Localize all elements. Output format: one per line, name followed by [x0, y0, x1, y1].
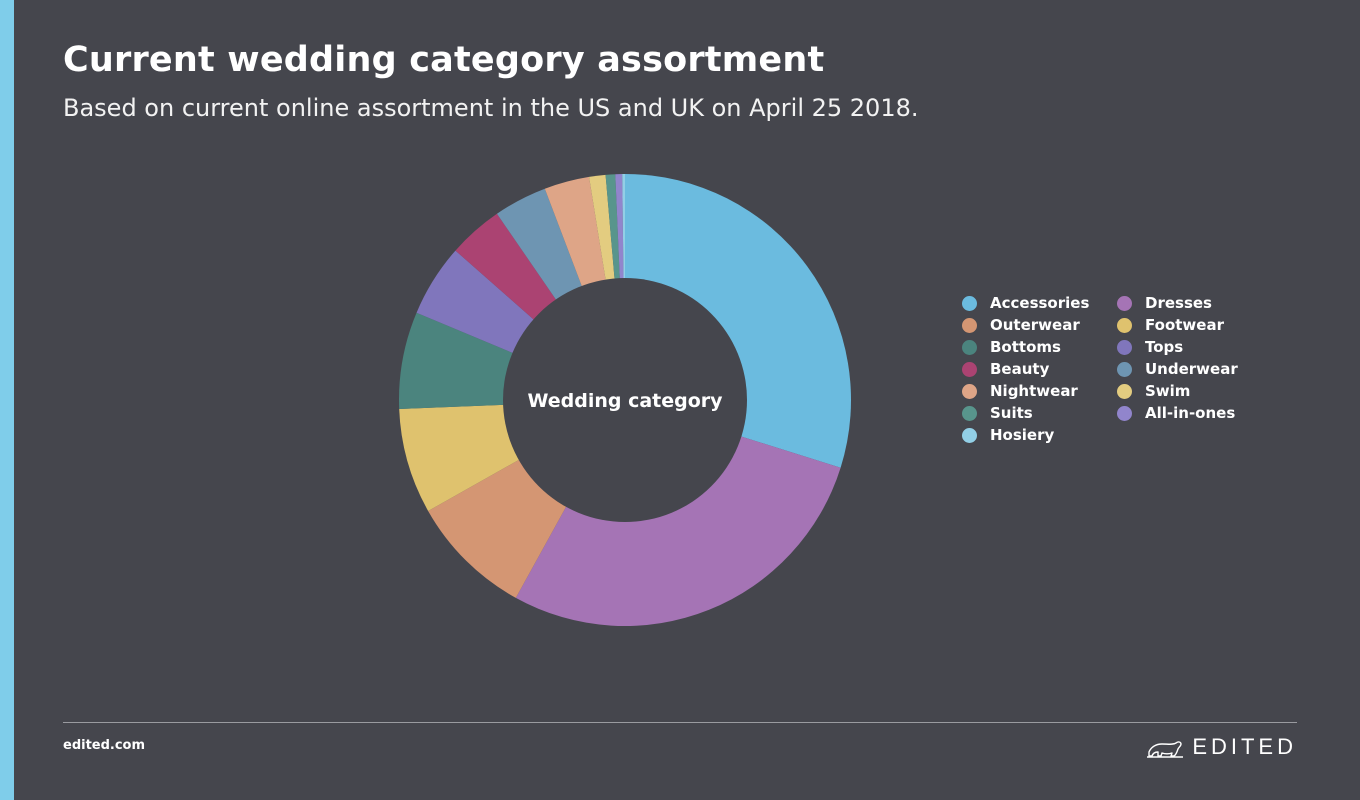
legend-swatch — [1117, 339, 1132, 355]
legend-label: Nightwear — [990, 382, 1078, 400]
legend-item-swim: Swim — [1117, 380, 1190, 402]
legend-item-beauty: Beauty — [962, 358, 1049, 380]
legend-item-accessories: Accessories — [962, 292, 1089, 314]
page-subtitle: Based on current online assortment in th… — [63, 94, 919, 122]
donut-center-label: Wedding category — [527, 390, 723, 412]
donut-chart: Wedding category — [398, 174, 852, 626]
legend-item-hosiery: Hosiery — [962, 424, 1054, 446]
legend-item-all-in-ones: All-in-ones — [1117, 402, 1235, 424]
legend-item-dresses: Dresses — [1117, 292, 1212, 314]
legend-label: Bottoms — [990, 338, 1061, 356]
legend-label: Outerwear — [990, 316, 1080, 334]
legend-swatch — [962, 339, 977, 355]
legend-item-tops: Tops — [1117, 336, 1183, 358]
legend-label: Beauty — [990, 360, 1050, 378]
legend-label: All-in-ones — [1145, 404, 1236, 422]
legend-swatch — [962, 361, 977, 377]
page-title: Current wedding category assortment — [63, 40, 825, 80]
legend-swatch — [1117, 383, 1132, 399]
footer-url: edited.com — [63, 738, 146, 753]
legend-label: Accessories — [990, 294, 1090, 312]
legend-item-footwear: Footwear — [1117, 314, 1224, 336]
legend-item-nightwear: Nightwear — [962, 380, 1078, 402]
legend-swatch — [1117, 405, 1132, 421]
legend-item-outerwear: Outerwear — [962, 314, 1080, 336]
footer-divider — [63, 722, 1297, 723]
legend-swatch — [962, 427, 977, 443]
legend-label: Swim — [1145, 382, 1191, 400]
legend-swatch — [962, 405, 977, 421]
polar-bear-icon — [1147, 741, 1184, 758]
legend-item-bottoms: Bottoms — [962, 336, 1061, 358]
legend-item-suits: Suits — [962, 402, 1033, 424]
legend-swatch — [962, 317, 977, 333]
legend-label: Suits — [990, 404, 1033, 422]
legend-label: Tops — [1145, 338, 1184, 356]
legend-item-underwear: Underwear — [1117, 358, 1238, 380]
legend-label: Dresses — [1145, 294, 1212, 312]
legend-label: Underwear — [1145, 360, 1238, 378]
legend-swatch — [1117, 295, 1132, 311]
legend-label: Hosiery — [990, 426, 1055, 444]
accent-bar — [0, 0, 14, 800]
brand-logo: EDITED — [1146, 734, 1297, 760]
donut-hole — [503, 278, 747, 522]
chart-legend: Accessories Dresses Outerwear Footwear Botto… — [962, 292, 1262, 452]
legend-label: Footwear — [1145, 316, 1224, 334]
brand-name: EDITED — [1192, 734, 1297, 759]
legend-swatch — [1117, 317, 1132, 333]
legend-swatch — [962, 295, 977, 311]
legend-swatch — [1117, 361, 1132, 377]
legend-swatch — [962, 383, 977, 399]
